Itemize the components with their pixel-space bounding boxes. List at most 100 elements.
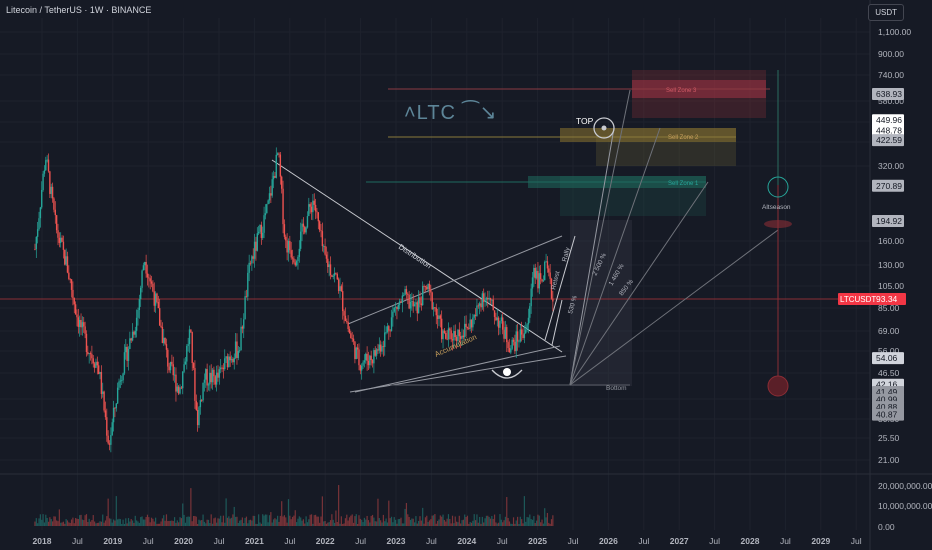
volume-bar: [443, 519, 445, 526]
price-badge: [872, 179, 904, 192]
candle-body: [88, 353, 90, 354]
volume-bar: [384, 521, 386, 526]
candle-body: [405, 289, 408, 294]
candle-body: [480, 303, 482, 308]
candle-body: [41, 190, 43, 208]
candle-body: [333, 273, 336, 276]
volume-bar: [149, 522, 151, 526]
volume-bar: [466, 515, 469, 526]
volume-bar: [152, 518, 154, 526]
volume-bar: [88, 518, 90, 526]
volume-bar: [206, 519, 208, 526]
volume-bar: [544, 508, 546, 526]
candle-body: [470, 319, 473, 328]
price-axis[interactable]: 1,100.00900.00740.00580.00480.00400.0032…: [838, 27, 932, 532]
time-axis[interactable]: 2018 Jul 2019 Jul 2020 Jul 2021 Jul 2022 Jul 2023 J…: [33, 536, 862, 546]
volume-bar: [502, 522, 504, 526]
volume-bar: [453, 523, 455, 526]
volume-bar: [427, 521, 429, 526]
volume-bar: [130, 519, 132, 526]
candle-body: [259, 224, 261, 232]
candle-body: [312, 200, 314, 213]
candle-body: [419, 297, 421, 304]
volume-bar: [99, 521, 101, 526]
candle-body: [275, 154, 277, 178]
candle-body: [529, 306, 531, 318]
candle-body: [243, 319, 245, 329]
volume-bar: [504, 516, 507, 526]
altseason-label: Altseason: [762, 204, 791, 211]
volume-bar: [245, 516, 248, 526]
candle-body: [400, 301, 402, 303]
candle-body: [530, 288, 532, 307]
time-tick-label: Jul: [780, 536, 791, 546]
volume-bar: [377, 498, 379, 526]
candle-body: [541, 279, 543, 282]
volume-bar: [449, 518, 451, 526]
volume-bar: [407, 514, 409, 526]
volume-bar: [518, 523, 520, 526]
candle-body: [253, 241, 256, 259]
volume-bar: [218, 518, 220, 526]
sell-zone-2-band: [560, 128, 736, 142]
volume-bar: [103, 522, 105, 526]
candle-body: [264, 213, 267, 216]
volume-bar: [46, 517, 48, 526]
volume-bar: [418, 520, 420, 526]
volume-bar: [400, 517, 402, 526]
candle-body: [523, 333, 526, 339]
candle-body: [65, 256, 67, 265]
price-tick-label: 320.00: [878, 161, 904, 171]
candle-body: [125, 346, 127, 353]
candle-body: [515, 331, 517, 352]
candle-body: [446, 338, 448, 340]
volume-bar: [60, 522, 62, 526]
candle-body: [304, 226, 306, 233]
candle-body: [542, 280, 545, 282]
volume-bar: [480, 523, 482, 526]
currency-selector[interactable]: USDT: [868, 4, 904, 21]
candle-body: [412, 301, 414, 307]
volume-bar: [228, 516, 230, 526]
candle-body: [150, 281, 153, 284]
volume-bar: [392, 522, 394, 526]
candle-body: [135, 317, 138, 331]
candle-body: [342, 291, 344, 312]
candle-body: [168, 366, 170, 371]
volume-bar: [489, 518, 492, 526]
volume-bar: [131, 520, 134, 526]
volume-bar: [394, 519, 397, 526]
candle-body: [257, 231, 260, 234]
candle-body: [493, 310, 496, 317]
volume-bar: [457, 522, 459, 526]
volume-bar: [424, 517, 427, 526]
volume-bar: [530, 519, 532, 526]
candle-body: [153, 291, 155, 306]
volume-tick-label: 10,000,000.00: [878, 501, 932, 511]
volume-bar: [323, 521, 325, 526]
time-tick-label: Jul: [284, 536, 295, 546]
candle-body: [130, 338, 132, 341]
volume-bar: [385, 518, 387, 526]
candle-body: [144, 262, 146, 266]
sell-zone-3-box: [632, 70, 766, 118]
volume-bar: [465, 517, 467, 526]
candle-body: [256, 233, 258, 251]
candle-body: [453, 331, 455, 341]
volume-bar: [84, 515, 86, 526]
volume-bar: [272, 519, 275, 526]
volume-bar: [81, 519, 84, 526]
volume-bar: [161, 518, 163, 526]
volume-bar: [278, 521, 280, 526]
candle-body: [415, 302, 417, 305]
volume-bar: [455, 521, 458, 526]
candle-body: [213, 369, 215, 377]
volume-bar: [80, 514, 82, 526]
volume-bar: [325, 523, 328, 526]
candle-body: [290, 250, 292, 258]
volume-bar: [232, 514, 234, 526]
candle-body: [343, 311, 345, 316]
volume-bar: [386, 522, 389, 526]
candle-body: [534, 267, 536, 279]
